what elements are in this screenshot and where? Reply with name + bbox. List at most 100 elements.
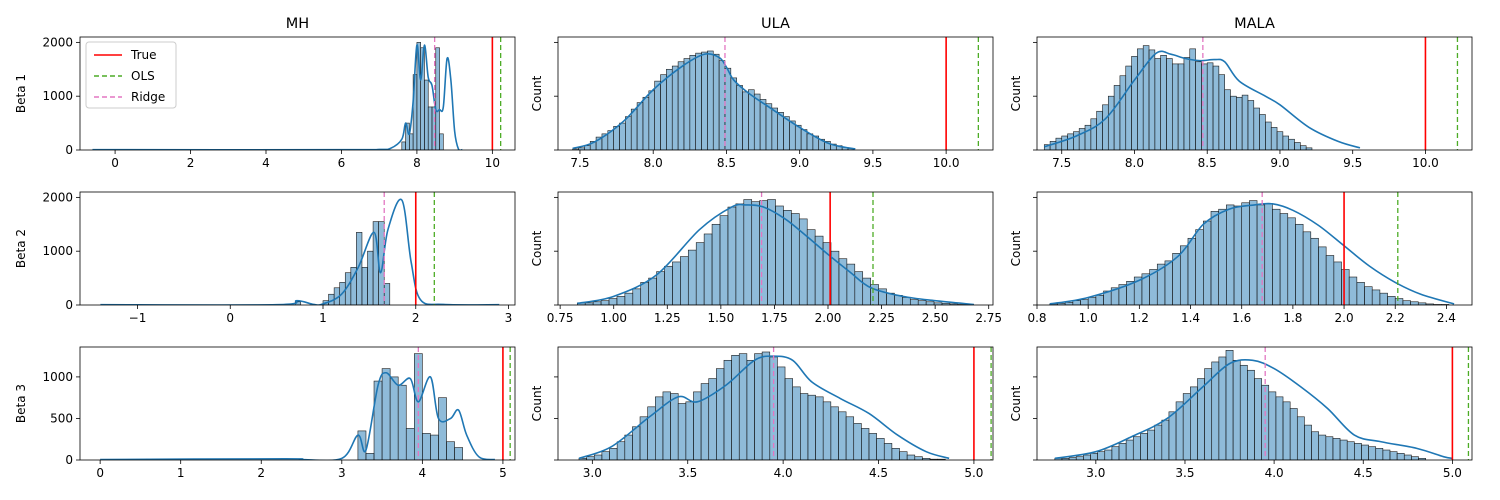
histogram-bar bbox=[700, 383, 710, 460]
axes-frame bbox=[557, 346, 994, 461]
y-axis-label: Beta 3 bbox=[14, 384, 28, 423]
histogram-bar bbox=[1247, 100, 1255, 150]
histogram-bar bbox=[1387, 296, 1396, 305]
histogram-bar bbox=[718, 60, 726, 150]
histogram-bar bbox=[727, 206, 737, 305]
histogram-bar bbox=[1131, 56, 1138, 150]
histogram-bar bbox=[735, 203, 745, 305]
histogram-bar bbox=[671, 65, 679, 150]
x-tick-label: 0 bbox=[96, 466, 104, 480]
histogram-bar bbox=[1160, 54, 1167, 150]
histogram-bar bbox=[902, 297, 911, 305]
histogram-bar bbox=[861, 428, 870, 460]
histogram-bar bbox=[1318, 246, 1327, 305]
x-tick-label: 10 bbox=[485, 156, 500, 170]
histogram-bar bbox=[1111, 446, 1120, 460]
x-tick-label: 2.00 bbox=[815, 311, 842, 325]
y-tick-label: 1000 bbox=[42, 370, 73, 384]
histogram-bar bbox=[405, 428, 415, 460]
histogram-bar bbox=[1302, 231, 1312, 305]
histogram-bar bbox=[845, 416, 855, 460]
histogram-bar bbox=[736, 85, 743, 150]
histogram-bar bbox=[1164, 260, 1173, 305]
axes-frame bbox=[1036, 346, 1473, 461]
x-tick-label: 7.5 bbox=[570, 156, 589, 170]
histogram-bar bbox=[1368, 446, 1377, 460]
histogram-bar bbox=[670, 393, 679, 460]
histogram-bar bbox=[1179, 245, 1189, 305]
histogram-bar bbox=[677, 61, 685, 150]
histogram-bar bbox=[759, 200, 768, 305]
histogram-bar bbox=[660, 74, 667, 150]
x-tick-label: 1 bbox=[319, 311, 327, 325]
histogram-bar bbox=[1241, 94, 1249, 150]
histogram-bar bbox=[361, 267, 368, 305]
histogram-bar bbox=[1411, 456, 1419, 460]
histogram-bar bbox=[1147, 429, 1155, 460]
x-tick-label: 1 bbox=[177, 466, 185, 480]
histogram-bar bbox=[724, 67, 732, 150]
histogram-bar bbox=[424, 79, 429, 150]
histogram-bar bbox=[1256, 204, 1266, 305]
column-title-1: ULA bbox=[761, 16, 790, 32]
histogram-bar bbox=[1080, 299, 1089, 305]
y-tick-label: 0 bbox=[65, 453, 73, 467]
histogram-bar bbox=[1310, 237, 1319, 305]
histogram-bar bbox=[383, 283, 391, 305]
column-title-2: MALA bbox=[1234, 16, 1275, 32]
histogram-bar bbox=[1183, 57, 1191, 150]
histogram-bar bbox=[1233, 205, 1243, 305]
x-tick-label: 1.00 bbox=[600, 311, 627, 325]
histogram-bar bbox=[1232, 359, 1241, 460]
histogram-bar bbox=[708, 378, 717, 460]
histogram-bar bbox=[616, 441, 626, 460]
histogram-bar bbox=[876, 438, 885, 460]
x-tick-label: 8.5 bbox=[717, 156, 736, 170]
y-axis-label: Beta 1 bbox=[14, 74, 28, 113]
histogram-bar bbox=[613, 126, 620, 150]
histogram-bar bbox=[891, 448, 900, 460]
histogram-bar bbox=[1119, 75, 1127, 150]
histogram-bar bbox=[1268, 391, 1277, 460]
kde-curve bbox=[1049, 202, 1455, 305]
histogram-bar bbox=[1289, 408, 1298, 460]
histogram-bar bbox=[648, 277, 657, 305]
histogram-bar bbox=[1218, 74, 1225, 150]
histogram-bar bbox=[1095, 295, 1104, 305]
histogram-bar bbox=[680, 256, 689, 305]
histogram-bar bbox=[1090, 118, 1097, 150]
histogram-bar bbox=[1195, 61, 1202, 150]
histogram-bar bbox=[601, 451, 610, 460]
histogram-bar bbox=[1375, 448, 1384, 460]
histogram-bar bbox=[1218, 356, 1227, 460]
histogram-bar bbox=[1226, 204, 1235, 305]
histogram-bar bbox=[771, 107, 778, 150]
x-tick-label: 1.6 bbox=[1232, 311, 1251, 325]
x-tick-label: 0 bbox=[111, 156, 119, 170]
x-tick-label: 6 bbox=[338, 156, 346, 170]
histogram-bar bbox=[754, 353, 763, 460]
kde-curve bbox=[100, 198, 500, 305]
histogram-bar bbox=[1265, 121, 1272, 150]
y-tick-label: 0 bbox=[65, 143, 73, 157]
y-tick-label: 500 bbox=[50, 411, 73, 425]
panel-r1-c1: 0.75 1.00 1.25 1.50 1.75 2.00 2.25 2.50 2.75 Coun… bbox=[530, 191, 1002, 325]
panel-r2-c2: 3.0 3.5 4.0 4.5 5.0 Count bbox=[1009, 346, 1473, 480]
kde-curve bbox=[577, 203, 974, 305]
histogram-bar bbox=[767, 199, 776, 305]
histogram-bar bbox=[883, 443, 893, 460]
x-tick-label: 1.0 bbox=[1079, 311, 1098, 325]
histogram-bar bbox=[777, 112, 784, 150]
histogram-bar bbox=[1061, 135, 1068, 150]
legend-label-ols: OLS bbox=[131, 69, 155, 83]
histogram-bar bbox=[906, 454, 916, 460]
panel-r1-c0: −1 0 1 2 3 0 1000 2000 Beta 2 bbox=[14, 190, 516, 325]
histogram-bar bbox=[1346, 441, 1355, 460]
histogram-bar bbox=[1361, 444, 1369, 460]
histogram-bar bbox=[625, 116, 632, 150]
histogram-bar bbox=[1239, 364, 1248, 460]
x-tick-label: 2 bbox=[187, 156, 195, 170]
x-tick-label: 9.5 bbox=[863, 156, 882, 170]
histogram-bar bbox=[654, 80, 661, 150]
histogram-bar bbox=[666, 68, 673, 150]
